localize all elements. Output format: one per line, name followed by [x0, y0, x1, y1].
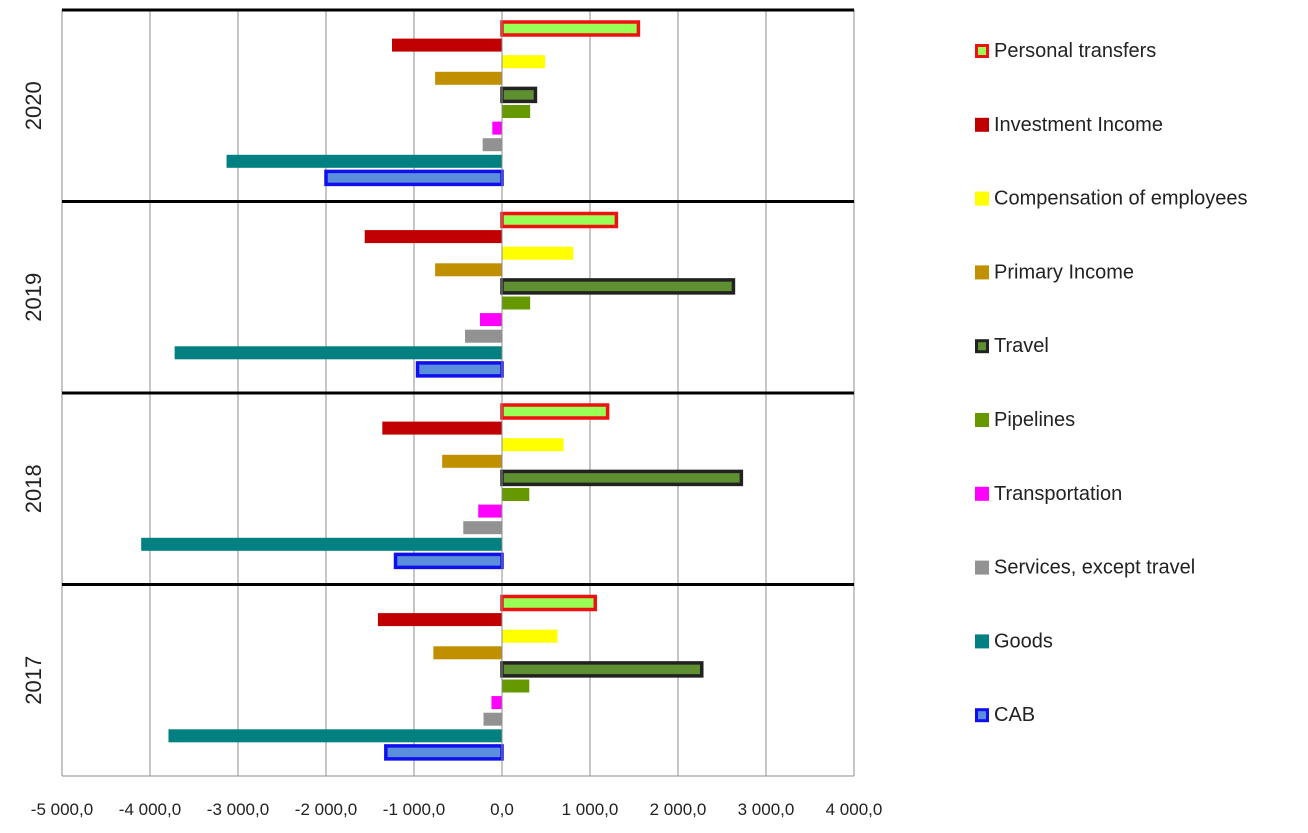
bar-pipelines-2018	[502, 488, 530, 501]
bar-primary-income-2019	[435, 263, 502, 277]
bar-investment-income-2020	[392, 38, 502, 52]
bar-goods-2017	[168, 729, 503, 743]
bar-compensation-of-employees-2019	[502, 246, 574, 260]
x-tick-label: -4 000,0	[119, 800, 181, 819]
x-tick-label: -2 000,0	[295, 800, 357, 819]
bar-pipelines-2017	[502, 679, 530, 693]
category-separators	[62, 8, 854, 586]
bar-cab-2018	[393, 552, 504, 570]
bar-investment-income-2019	[364, 230, 502, 244]
x-tick-label: -3 000,0	[207, 800, 269, 819]
legend-swatch	[975, 265, 989, 280]
bar-services-except-travel-2017	[483, 712, 502, 726]
category-label: 2018	[21, 464, 46, 513]
legend-label: CAB	[994, 704, 1035, 726]
bar-investment-income-2018	[382, 421, 502, 435]
bar-transportation-2017	[491, 696, 502, 710]
legend-swatch	[975, 708, 989, 723]
bar-compensation-of-employees-2018	[502, 438, 564, 452]
legend-label: Travel	[994, 335, 1049, 357]
x-tick-labels: -5 000,0 -4 000,0 -3 000,0 -2 000,0 -1 000,0…	[31, 800, 883, 819]
bar-cab-2019	[415, 361, 504, 378]
bar-pipelines-2020	[502, 105, 531, 118]
legend-swatch	[975, 486, 989, 501]
bar-personal-transfers-2017	[500, 594, 598, 612]
bar-personal-transfers-2020	[500, 20, 641, 37]
bar-travel-2019	[500, 278, 736, 295]
bar-goods-2020	[226, 154, 502, 168]
bar-transportation-2019	[480, 313, 502, 327]
bar-goods-2019	[174, 346, 502, 360]
legend-swatch	[975, 191, 989, 206]
legend-label: Goods	[994, 630, 1053, 652]
legend-label: Services, except travel	[994, 557, 1195, 579]
bar-services-except-travel-2018	[463, 521, 502, 535]
bar-travel-2018	[500, 469, 744, 487]
legend-label: Personal transfers	[994, 40, 1156, 62]
legend-label: Investment Income	[994, 114, 1163, 136]
x-tick-label: -5 000,0	[31, 800, 93, 819]
bar-primary-income-2017	[433, 646, 502, 660]
bar-personal-transfers-2018	[500, 403, 610, 420]
bar-compensation-of-employees-2017	[502, 629, 558, 643]
bar-compensation-of-employees-2020	[502, 55, 546, 69]
x-tick-label: 3 000,0	[738, 800, 795, 819]
bar-transportation-2020	[492, 121, 502, 135]
bar-investment-income-2017	[377, 613, 502, 627]
bar-primary-income-2018	[442, 454, 502, 468]
bar-services-except-travel-2020	[482, 138, 502, 152]
bar-goods-2018	[141, 537, 502, 551]
legend-swatch	[975, 44, 989, 58]
bar-personal-transfers-2019	[500, 211, 619, 229]
bar-primary-income-2020	[435, 71, 502, 85]
x-tick-label: 2 000,0	[650, 800, 707, 819]
legend-swatch	[975, 339, 989, 354]
bar-transportation-2018	[478, 504, 502, 518]
bar-cab-2017	[384, 744, 504, 761]
legend-swatch	[975, 634, 989, 649]
legend-swatch	[975, 560, 989, 575]
legend-label: Pipelines	[994, 409, 1075, 431]
category-label: 2019	[21, 273, 46, 322]
bar-travel-2017	[500, 661, 704, 678]
bar-services-except-travel-2019	[465, 329, 502, 343]
bar-pipelines-2019	[502, 296, 531, 310]
category-label: 2020	[21, 81, 46, 130]
category-labels: 2020 2019 2018 2017	[21, 81, 46, 704]
legend-swatch	[975, 413, 989, 427]
x-tick-label: -1 000,0	[383, 800, 445, 819]
x-tick-label: 4 000,0	[826, 800, 883, 819]
legend-label: Transportation	[994, 483, 1122, 505]
legend-label: Primary Income	[994, 261, 1134, 283]
x-tick-label: 1 000,0	[562, 800, 619, 819]
bar-travel-2020	[500, 86, 538, 104]
bar-cab-2020	[324, 169, 504, 187]
legend-label: Compensation of employees	[994, 188, 1247, 210]
bars	[141, 10, 744, 776]
x-tick-label: 0,0	[490, 800, 514, 819]
category-label: 2017	[21, 656, 46, 705]
legend: Personal transfers Investment Income Compe…	[975, 40, 1247, 726]
legend-swatch	[975, 117, 989, 132]
